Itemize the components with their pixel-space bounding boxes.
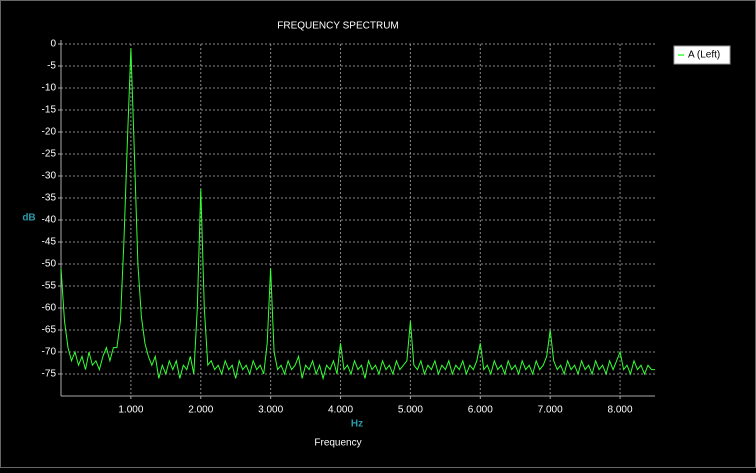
x-tick-label: 5.000: [398, 405, 423, 416]
y-axis-label: dB: [22, 213, 35, 224]
y-tick-label: -75: [42, 369, 57, 380]
y-tick-label: -70: [42, 347, 57, 358]
x-tick-label: 7.000: [538, 405, 563, 416]
y-tick-label: -65: [42, 325, 57, 336]
y-tick-label: -60: [42, 303, 57, 314]
y-tick-label: -50: [42, 259, 57, 270]
y-tick-label: -20: [42, 127, 57, 138]
x-tick-label: 1.000: [118, 405, 143, 416]
y-tick-label: -5: [47, 61, 56, 72]
y-tick-label: -10: [42, 83, 57, 94]
y-tick-label: -40: [42, 215, 57, 226]
y-tick-label: -15: [42, 105, 57, 116]
legend-label: A (Left): [688, 50, 720, 61]
x-tick-label: 3.000: [258, 405, 283, 416]
x-axis-label: Frequency: [314, 438, 361, 449]
x-tick-label: 2.000: [188, 405, 213, 416]
y-tick-label: -35: [42, 193, 57, 204]
series-line: [60, 48, 655, 381]
y-tick-label: -45: [42, 237, 57, 248]
y-tick-label: -25: [42, 149, 57, 160]
legend-box: [673, 45, 731, 65]
x-tick-label: 6.000: [468, 405, 493, 416]
y-tick-label: 0: [50, 39, 56, 50]
x-tick-label: 4.000: [328, 405, 353, 416]
chart-title: FREQUENCY SPECTRUM: [277, 21, 399, 32]
x-tick-label: 8.000: [608, 405, 633, 416]
x-unit-label: Hz: [351, 419, 363, 430]
y-tick-label: -55: [42, 281, 57, 292]
y-tick-label: -30: [42, 171, 57, 182]
